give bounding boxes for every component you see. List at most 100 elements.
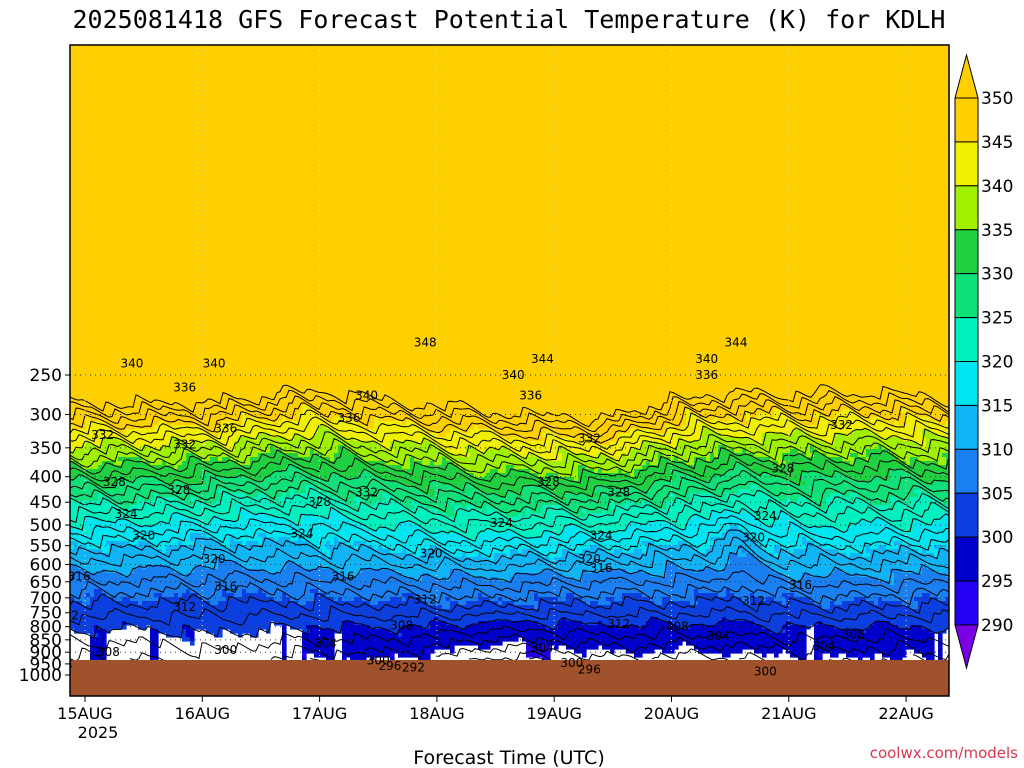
band-cell [778, 633, 783, 654]
band-cell [218, 425, 223, 446]
band-cell [822, 441, 827, 454]
band-cell [758, 489, 763, 522]
band-cell [310, 485, 315, 514]
band-cell [722, 437, 727, 446]
band-cell [598, 621, 603, 646]
band-cell [466, 453, 471, 458]
band-cell [446, 597, 451, 602]
band-cell [498, 597, 503, 602]
band-cell [946, 437, 949, 454]
band-cell [430, 509, 435, 534]
contour-label: 340 [203, 356, 226, 370]
band-cell [814, 577, 819, 606]
band-cell [646, 441, 651, 462]
band-cell [422, 429, 427, 438]
band-cell [98, 629, 103, 662]
band-cell [826, 497, 831, 526]
band-cell [666, 481, 671, 502]
band-cell [458, 469, 463, 490]
band-cell [674, 497, 679, 526]
band-cell [370, 505, 375, 530]
band-cell [570, 477, 575, 494]
band-cell [566, 477, 571, 494]
band-cell [862, 577, 867, 598]
band-cell [174, 513, 179, 546]
band-cell [646, 541, 651, 574]
band-cell [270, 517, 275, 538]
band-cell [638, 489, 643, 506]
band-cell [370, 545, 375, 570]
colorbar-segment [954, 141, 979, 187]
band-cell [782, 461, 787, 466]
band-cell [718, 497, 723, 514]
band-cell [562, 509, 567, 530]
band-cell [230, 477, 235, 494]
band-cell [430, 45, 435, 434]
band-cell [382, 569, 387, 602]
band-cell [770, 417, 775, 434]
contour-line [70, 437, 949, 476]
band-cell [150, 545, 155, 566]
band-cell [866, 429, 871, 450]
band-cell [194, 425, 199, 442]
band-cell [862, 557, 867, 578]
band-cell [890, 453, 895, 470]
band-cell [530, 537, 535, 550]
band-cell [474, 509, 479, 542]
band-cell [502, 621, 507, 642]
band-cell [782, 413, 787, 434]
band-cell [466, 601, 471, 626]
band-cell [406, 625, 411, 658]
contour-label: 320 [132, 529, 155, 543]
band-cell [194, 533, 199, 566]
contour-label: 292 [402, 660, 425, 674]
band-cell [278, 601, 283, 626]
band-cell [698, 481, 703, 494]
band-cell [590, 441, 595, 458]
band-cell [270, 45, 275, 422]
band-cell [422, 505, 427, 530]
band-cell [610, 441, 615, 458]
band-cell [294, 433, 299, 454]
band-cell [150, 501, 155, 526]
band-cell [930, 461, 935, 486]
band-cell [462, 537, 467, 554]
band-cell [814, 425, 819, 438]
band-cell [866, 449, 871, 458]
band-cell [362, 541, 367, 570]
band-cell [170, 517, 175, 522]
band-cell [254, 441, 259, 458]
band-cell [470, 45, 475, 430]
band-cell [118, 433, 123, 442]
band-cell [642, 465, 647, 494]
band-cell [294, 541, 299, 566]
band-cell [182, 593, 187, 626]
band-cell [114, 465, 119, 490]
band-cell [750, 537, 755, 554]
contour-label: 340 [695, 352, 718, 366]
band-cell [926, 629, 931, 662]
band-cell [86, 549, 91, 574]
band-cell [542, 529, 547, 558]
band-cell [690, 413, 695, 442]
band-cell [358, 441, 363, 458]
band-cell [590, 469, 595, 498]
band-cell [942, 453, 947, 458]
band-cell [250, 541, 255, 570]
band-cell [654, 617, 659, 650]
band-cell [206, 441, 211, 462]
band-cell [782, 633, 787, 650]
band-cell [394, 421, 399, 442]
band-cell [818, 653, 823, 658]
band-cell [342, 621, 347, 662]
band-cell [74, 449, 79, 462]
band-cell [538, 649, 543, 658]
band-cell [918, 45, 923, 418]
band-cell [798, 625, 803, 662]
contour-label: 324 [590, 529, 613, 543]
band-cell [426, 649, 431, 654]
band-cell [470, 445, 475, 474]
band-cell [750, 553, 755, 594]
band-cell [526, 549, 531, 574]
band-cell [122, 433, 127, 442]
